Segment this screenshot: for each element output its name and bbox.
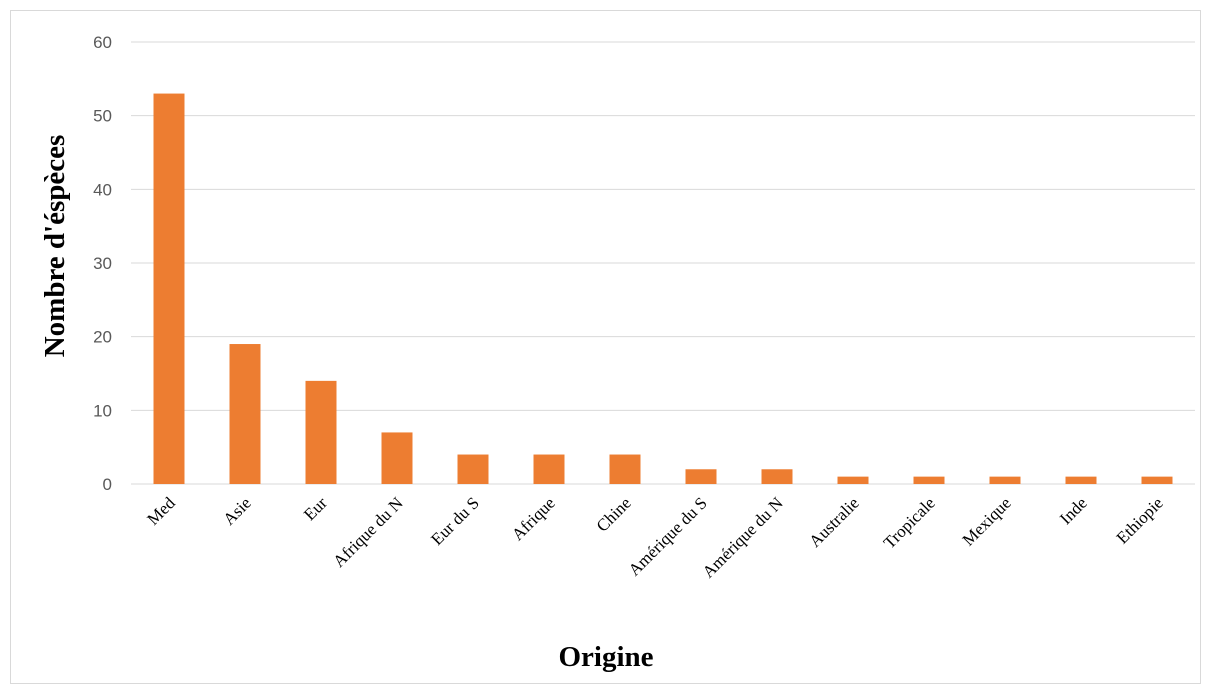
- y-tick-label: 10: [93, 401, 112, 420]
- bar: [609, 454, 641, 484]
- x-tick-label: Chine: [593, 493, 635, 535]
- bar: [305, 380, 337, 484]
- y-tick-label: 20: [93, 328, 112, 347]
- bar: [153, 93, 185, 485]
- chart-frame: [10, 10, 1201, 684]
- y-axis-title: Nombre d'éspèces: [39, 135, 71, 358]
- bar: [229, 344, 261, 484]
- x-tick-label: Ethiopie: [1113, 493, 1167, 547]
- x-tick-label: Tropicale: [880, 493, 939, 552]
- y-tick-label: 0: [103, 475, 112, 494]
- bar: [457, 454, 489, 484]
- y-tick-label: 40: [93, 180, 112, 199]
- y-tick-label: 30: [93, 254, 112, 273]
- x-tick-label: Amérique du S: [625, 493, 711, 579]
- bar: [761, 469, 793, 484]
- x-tick-label: Inde: [1056, 493, 1091, 528]
- x-tick-label: Afrique: [508, 493, 559, 544]
- x-tick-label: Eur: [300, 493, 331, 524]
- x-tick-label: Australie: [805, 493, 863, 551]
- gridlines: [131, 41, 1195, 485]
- x-tick-label: Afrique du N: [329, 493, 407, 571]
- x-tick-label: Mexique: [959, 493, 1015, 549]
- bar: [837, 476, 869, 484]
- x-tick-label: Asie: [219, 493, 254, 528]
- x-tick-label: Amérique du N: [699, 493, 787, 581]
- y-tick-labels: 0 10 20 30 40 50 60: [93, 33, 112, 494]
- x-tick-label: Med: [143, 493, 179, 529]
- x-axis-title: Origine: [558, 641, 653, 673]
- x-tick-label: Eur du S: [427, 493, 483, 549]
- bar: [913, 476, 945, 484]
- bar: [1141, 476, 1173, 484]
- bar: [381, 432, 413, 484]
- y-tick-label: 50: [93, 107, 112, 126]
- bar: [1065, 476, 1097, 484]
- bar: [533, 454, 565, 484]
- bars: [153, 93, 1173, 485]
- y-tick-label: 60: [93, 33, 112, 52]
- bar: [685, 469, 717, 484]
- bar: [989, 476, 1021, 484]
